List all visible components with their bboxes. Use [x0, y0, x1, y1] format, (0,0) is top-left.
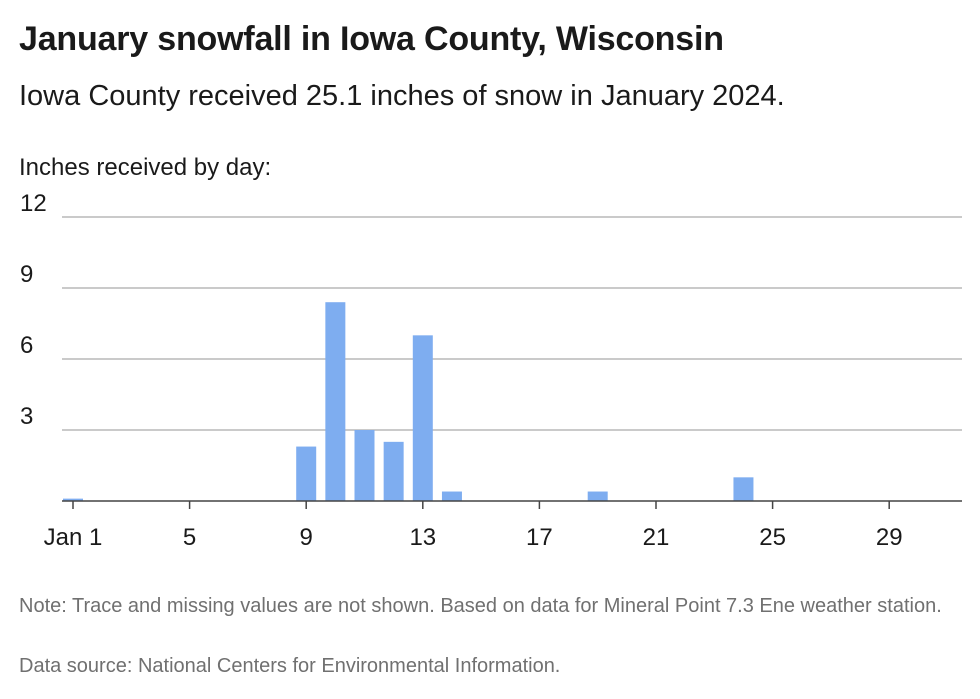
- bar-day-1: [63, 498, 83, 501]
- bar-day-10: [325, 302, 346, 501]
- gridlines: 3 6 9 12: [20, 190, 962, 431]
- x-tick-label: 25: [759, 524, 786, 551]
- x-tick-label: 13: [409, 524, 436, 551]
- chart-note: Note: Trace and missing values are not s…: [19, 595, 942, 617]
- bar-day-13: [412, 335, 433, 501]
- bar-day-12: [383, 441, 404, 501]
- bar-day-24: [733, 477, 754, 501]
- x-tick-label: 9: [300, 524, 313, 551]
- y-axis-caption: Inches received by day:: [19, 154, 272, 181]
- bars: [63, 302, 754, 501]
- y-tick-label: 6: [20, 332, 33, 359]
- bar-day-9: [296, 446, 317, 501]
- bar-day-11: [354, 430, 375, 501]
- y-tick-label: 3: [20, 403, 33, 430]
- x-tick-label: 21: [643, 524, 670, 551]
- chart-title: January snowfall in Iowa County, Wiscons…: [19, 20, 724, 58]
- x-tick-label: 29: [876, 524, 903, 551]
- y-tick-label: 9: [20, 261, 33, 288]
- bar-day-14: [441, 491, 462, 501]
- x-tick-label: Jan 1: [44, 524, 103, 551]
- snowfall-bar-chart: 3 6 9 12 Jan 1 5 9 13 17 21 25 29: [20, 190, 962, 551]
- bar-day-19: [587, 491, 608, 501]
- chart-subtitle: Iowa County received 25.1 inches of snow…: [19, 80, 785, 112]
- x-tick-label: 5: [183, 524, 196, 551]
- data-source: Data source: National Centers for Enviro…: [19, 655, 561, 677]
- x-tick-label: 17: [526, 524, 553, 551]
- x-axis: Jan 1 5 9 13 17 21 25 29: [44, 500, 962, 551]
- y-tick-label: 12: [20, 190, 47, 217]
